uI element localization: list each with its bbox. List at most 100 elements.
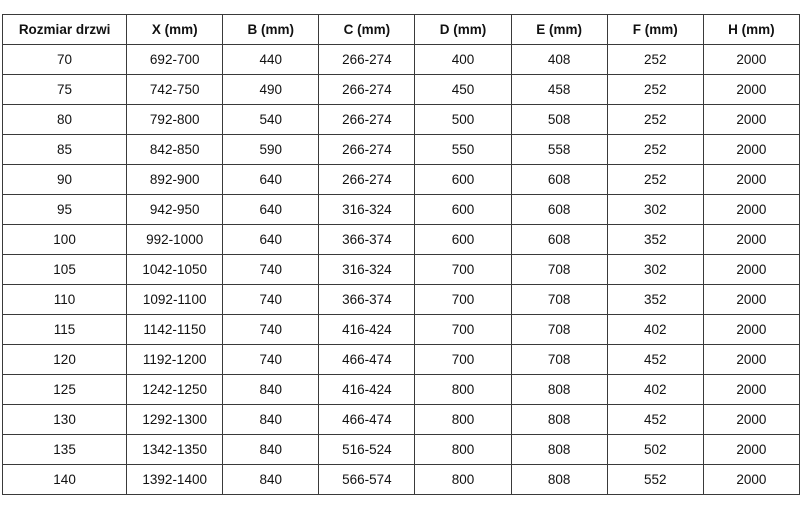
table-cell: 500 — [414, 104, 512, 135]
table-cell: 466-474 — [318, 344, 416, 375]
table-cell: 600 — [414, 164, 512, 195]
table-cell: 640 — [222, 194, 320, 225]
table-cell: 130 — [1, 404, 128, 435]
table-cell: 366-374 — [318, 224, 416, 255]
table-cell: 600 — [414, 224, 512, 255]
table-cell: 115 — [1, 314, 128, 345]
table-row: 70 692-700 440 266-274 400 408 252 2000 — [1, 44, 800, 75]
table-cell: 440 — [222, 44, 320, 75]
table-row: 125 1242-1250 840 416-424 800 808 402 2000 — [1, 374, 800, 405]
table-cell: 608 — [510, 224, 608, 255]
table-cell: 700 — [414, 284, 512, 315]
table-cell: 640 — [222, 224, 320, 255]
table-cell: 590 — [222, 134, 320, 165]
table-cell: 800 — [414, 404, 512, 435]
table-cell: 942-950 — [126, 194, 224, 225]
table-cell: 708 — [510, 314, 608, 345]
table-cell: 1092-1100 — [126, 284, 224, 315]
table-cell: 552 — [606, 464, 704, 495]
table-row: 105 1042-1050 740 316-324 700 708 302 2000 — [1, 254, 800, 285]
table-cell: 408 — [510, 44, 608, 75]
table-cell: 2000 — [702, 224, 800, 255]
table-cell: 302 — [606, 194, 704, 225]
table-cell: 740 — [222, 284, 320, 315]
table-cell: 640 — [222, 164, 320, 195]
table-cell: 266-274 — [318, 104, 416, 135]
table-row: 120 1192-1200 740 466-474 700 708 452 2000 — [1, 344, 800, 375]
table-cell: 516-524 — [318, 434, 416, 465]
table-cell: 252 — [606, 74, 704, 105]
table-cell: 400 — [414, 44, 512, 75]
table-row: 85 842-850 590 266-274 550 558 252 2000 — [1, 134, 800, 165]
table-cell: 840 — [222, 434, 320, 465]
table-cell: 608 — [510, 194, 608, 225]
table-row: 75 742-750 490 266-274 450 458 252 2000 — [1, 74, 800, 105]
table-cell: 740 — [222, 254, 320, 285]
table-row: 115 1142-1150 740 416-424 700 708 402 2000 — [1, 314, 800, 345]
table-cell: 402 — [606, 314, 704, 345]
column-header: C (mm) — [318, 14, 416, 45]
table-cell: 2000 — [702, 434, 800, 465]
table-cell: 540 — [222, 104, 320, 135]
table-cell: 252 — [606, 104, 704, 135]
table-cell: 1192-1200 — [126, 344, 224, 375]
table-cell: 2000 — [702, 164, 800, 195]
table-row: 100 992-1000 640 366-374 600 608 352 2000 — [1, 224, 800, 255]
table-cell: 416-424 — [318, 374, 416, 405]
table-cell: 95 — [1, 194, 128, 225]
table-cell: 1392-1400 — [126, 464, 224, 495]
table-cell: 452 — [606, 404, 704, 435]
table-cell: 700 — [414, 254, 512, 285]
table-cell: 1042-1050 — [126, 254, 224, 285]
table-cell: 2000 — [702, 374, 800, 405]
table-cell: 840 — [222, 404, 320, 435]
table-cell: 452 — [606, 344, 704, 375]
table-cell: 2000 — [702, 284, 800, 315]
table-cell: 85 — [1, 134, 128, 165]
table-cell: 2000 — [702, 314, 800, 345]
table-cell: 700 — [414, 344, 512, 375]
table-cell: 466-474 — [318, 404, 416, 435]
table-cell: 266-274 — [318, 164, 416, 195]
table-cell: 302 — [606, 254, 704, 285]
table-row: 110 1092-1100 740 366-374 700 708 352 2000 — [1, 284, 800, 315]
table-cell: 692-700 — [126, 44, 224, 75]
table-cell: 90 — [1, 164, 128, 195]
table-cell: 2000 — [702, 194, 800, 225]
table-cell: 800 — [414, 374, 512, 405]
table-cell: 490 — [222, 74, 320, 105]
table-cell: 352 — [606, 284, 704, 315]
table-cell: 700 — [414, 314, 512, 345]
table-cell: 135 — [1, 434, 128, 465]
table-cell: 266-274 — [318, 44, 416, 75]
table-cell: 366-374 — [318, 284, 416, 315]
table-header-row: Rozmiar drzwi X (mm) B (mm) C (mm) D (mm) E (… — [1, 14, 800, 45]
table-cell: 120 — [1, 344, 128, 375]
table-cell: 808 — [510, 404, 608, 435]
table-cell: 840 — [222, 374, 320, 405]
table-cell: 740 — [222, 314, 320, 345]
table-cell: 508 — [510, 104, 608, 135]
table-cell: 110 — [1, 284, 128, 315]
table-row: 80 792-800 540 266-274 500 508 252 2000 — [1, 104, 800, 135]
table-cell: 80 — [1, 104, 128, 135]
table-cell: 2000 — [702, 344, 800, 375]
table-cell: 1142-1150 — [126, 314, 224, 345]
table-cell: 600 — [414, 194, 512, 225]
table-cell: 252 — [606, 44, 704, 75]
table-cell: 450 — [414, 74, 512, 105]
table-cell: 2000 — [702, 464, 800, 495]
column-header: H (mm) — [702, 14, 800, 45]
table-cell: 266-274 — [318, 74, 416, 105]
table-cell: 740 — [222, 344, 320, 375]
table-cell: 2000 — [702, 134, 800, 165]
column-header: F (mm) — [606, 14, 704, 45]
table-cell: 252 — [606, 164, 704, 195]
table-row: 140 1392-1400 840 566-574 800 808 552 2000 — [1, 464, 800, 495]
table-cell: 808 — [510, 374, 608, 405]
table-cell: 316-324 — [318, 254, 416, 285]
table-cell: 252 — [606, 134, 704, 165]
table-cell: 608 — [510, 164, 608, 195]
column-header: D (mm) — [414, 14, 512, 45]
table-cell: 808 — [510, 434, 608, 465]
